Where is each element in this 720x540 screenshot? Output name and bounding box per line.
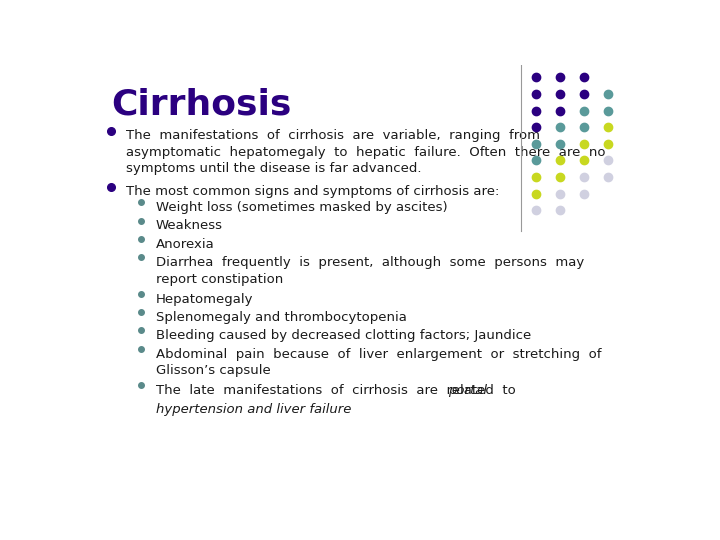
Text: Weakness: Weakness [156, 219, 223, 233]
Text: hypertension and liver failure: hypertension and liver failure [156, 403, 351, 416]
Text: Diarrhea  frequently  is  present,  although  some  persons  may
report constipa: Diarrhea frequently is present, although… [156, 256, 584, 286]
Text: The  late  manifestations  of  cirrhosis  are  related  to: The late manifestations of cirrhosis are… [156, 384, 524, 397]
Text: Anorexia: Anorexia [156, 238, 215, 251]
Text: Bleeding caused by decreased clotting factors; Jaundice: Bleeding caused by decreased clotting fa… [156, 329, 531, 342]
Text: The most common signs and symptoms of cirrhosis are:: The most common signs and symptoms of ci… [126, 185, 500, 198]
Text: portal: portal [448, 384, 487, 397]
Text: Abdominal  pain  because  of  liver  enlargement  or  stretching  of
Glisson’s c: Abdominal pain because of liver enlargem… [156, 348, 601, 377]
Text: Hepatomegaly: Hepatomegaly [156, 293, 253, 306]
Text: Cirrhosis: Cirrhosis [111, 87, 292, 122]
Text: Weight loss (sometimes masked by ascites): Weight loss (sometimes masked by ascites… [156, 201, 447, 214]
Text: The  manifestations  of  cirrhosis  are  variable,  ranging  from
asymptomatic  : The manifestations of cirrhosis are vari… [126, 129, 606, 176]
Text: Splenomegaly and thrombocytopenia: Splenomegaly and thrombocytopenia [156, 311, 407, 324]
